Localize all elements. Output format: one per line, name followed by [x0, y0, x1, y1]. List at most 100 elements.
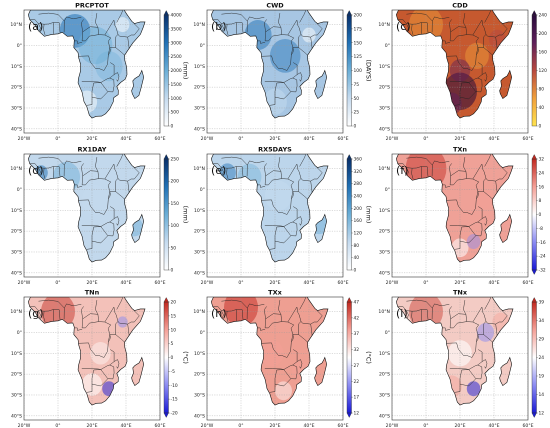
colorbar-tick-label: 2500: [171, 54, 182, 60]
country-border: [265, 35, 273, 42]
country-border: [299, 10, 307, 23]
country-border: [95, 300, 100, 322]
colorbar-tick-label: 80: [354, 243, 360, 249]
panel-label: (d): [28, 164, 44, 177]
country-border: [397, 306, 413, 312]
value-region: [269, 38, 301, 73]
madagascar-land: [499, 214, 512, 243]
country-border: [484, 10, 492, 23]
country-border: [397, 19, 413, 25]
country-border: [274, 226, 292, 244]
country-border: [481, 72, 488, 82]
colorbar-tick-label: 500: [171, 110, 180, 116]
colorbar-tick-label: 24: [539, 170, 545, 176]
madagascar-coast: [314, 213, 328, 244]
colorbar-tick-label: 32: [354, 347, 360, 353]
colorbar-tick-label: 280: [354, 181, 363, 187]
country-border: [235, 22, 244, 35]
country-border: [287, 306, 302, 323]
lon-tick-label: 40°E: [120, 136, 131, 142]
country-border: [278, 157, 283, 179]
lat-tick-label: 30°S: [11, 106, 22, 112]
lon-tick-label: 60°E: [522, 280, 533, 286]
lat-tick-label: 20°S: [194, 372, 205, 378]
colorbar: [531, 301, 537, 414]
lon-tick-label: 20°E: [86, 423, 97, 428]
map-area: [392, 10, 528, 133]
country-border: [221, 299, 248, 309]
lat-tick-label: 30°S: [194, 250, 205, 256]
colorbar-tick-label: 24: [539, 355, 545, 361]
colorbar-tick-label: 12: [354, 411, 360, 417]
country-border: [454, 91, 461, 106]
country-border: [431, 303, 450, 320]
colorbar-unit: (°C): [365, 351, 373, 364]
colorbar-tick-label: 29: [539, 337, 545, 343]
country-border: [264, 306, 267, 328]
country-border: [477, 191, 493, 200]
country-border: [298, 178, 313, 193]
country-border: [221, 23, 224, 32]
map-area: [24, 154, 160, 277]
country-border: [483, 34, 498, 49]
lat-tick-label: 10°N: [10, 166, 22, 172]
country-border: [406, 12, 433, 22]
colorbar-tick-label: 40: [539, 105, 545, 111]
country-border: [287, 163, 302, 180]
colorbar-tick-label: -20: [171, 411, 178, 417]
country-border: [52, 309, 61, 322]
coastline: [210, 154, 329, 263]
lat-tick-label: 40°S: [194, 413, 205, 419]
country-border: [290, 77, 298, 93]
value-region: [477, 190, 494, 210]
lat-tick-label: 30°S: [194, 106, 205, 112]
colorbar-tick-label: 15: [171, 313, 177, 319]
madagascar-land: [499, 70, 512, 99]
madagascar-land: [131, 70, 144, 99]
country-border: [296, 72, 303, 82]
madagascar-land: [314, 70, 327, 99]
lon-tick-label: 60°E: [522, 423, 533, 428]
map-frame: [391, 9, 529, 134]
country-border: [468, 62, 483, 83]
country-border: [406, 167, 409, 176]
colorbar-tick-label: -15: [171, 397, 178, 403]
country-border: [246, 160, 265, 177]
lat-tick-label: 0°: [17, 330, 22, 336]
lon-tick-label: 20°W: [386, 423, 399, 428]
colorbar: [346, 158, 352, 271]
country-border: [291, 47, 294, 55]
country-border: [108, 334, 111, 342]
lat-tick-label: 10°S: [379, 64, 390, 70]
lat-tick-label: 0°: [200, 43, 205, 49]
panel-title: CWD: [266, 2, 284, 10]
lat-tick-label: 40°S: [379, 126, 390, 132]
colorbar-tick-label: 20: [171, 300, 177, 306]
lat-tick-label: 10°N: [378, 22, 390, 28]
lat-tick-label: 40°S: [11, 413, 22, 419]
country-border: [495, 21, 508, 38]
country-border: [278, 13, 283, 35]
country-border: [495, 165, 508, 182]
lon-tick-label: 40°E: [303, 136, 314, 142]
lat-tick-label: 30°S: [379, 250, 390, 256]
lon-tick-label: 60°E: [522, 136, 533, 142]
country-border: [91, 369, 109, 387]
country-border: [104, 19, 119, 36]
lon-tick-label: 20°W: [386, 280, 399, 286]
lon-tick-label: 20°E: [86, 136, 97, 142]
country-border: [442, 40, 451, 44]
panel-title: RX5DAYS: [258, 146, 292, 154]
lon-tick-label: 20°E: [269, 280, 280, 286]
country-border: [296, 216, 303, 226]
lat-tick-label: 20°S: [379, 229, 390, 235]
country-border: [116, 10, 124, 23]
colorbar-extend-max: [531, 297, 537, 303]
value-pattern: [59, 13, 130, 113]
country-border: [298, 321, 313, 336]
value-region: [466, 234, 481, 250]
colorbar-extend-max: [163, 297, 169, 303]
value-region: [310, 215, 328, 235]
country-border: [472, 163, 487, 180]
